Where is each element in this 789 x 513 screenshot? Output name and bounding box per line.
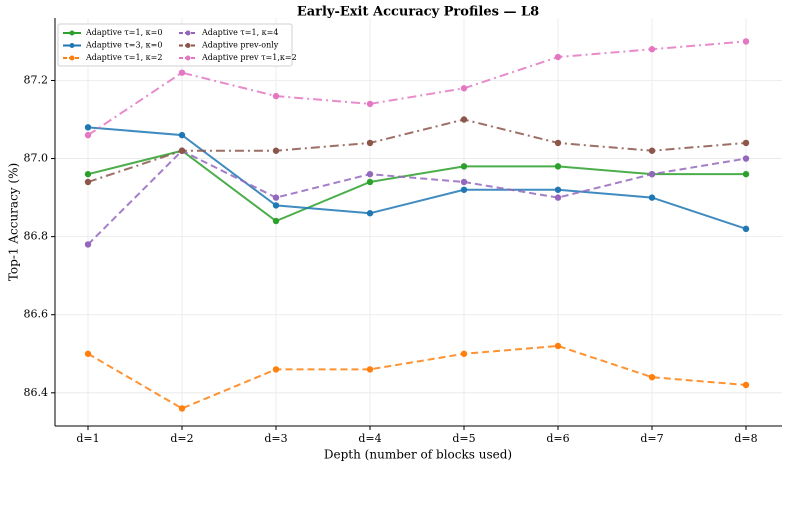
data-point <box>460 85 468 92</box>
data-point <box>366 170 374 178</box>
data-point <box>648 373 656 381</box>
data-point <box>366 178 374 186</box>
data-point <box>648 194 656 201</box>
data-point <box>84 124 92 131</box>
x-tick-label: d=2 <box>170 432 193 445</box>
legend-marker <box>69 30 75 36</box>
series-line <box>87 344 747 410</box>
data-point <box>742 155 750 162</box>
data-point <box>554 194 562 201</box>
data-point <box>554 186 562 193</box>
data-point <box>742 170 750 178</box>
data-point <box>272 194 280 201</box>
x-tick-label: d=6 <box>546 432 569 445</box>
x-tick-label: d=7 <box>640 432 663 445</box>
legend-label: Adaptive prev-only <box>201 41 279 50</box>
legend-marker <box>185 43 191 48</box>
data-point <box>554 342 562 350</box>
data-point <box>84 241 92 248</box>
y-tick-label: 86.6 <box>24 308 49 321</box>
data-point <box>178 405 186 412</box>
y-tick-label: 86.8 <box>24 230 49 243</box>
data-point <box>648 147 656 154</box>
data-point <box>272 366 280 373</box>
data-point <box>648 46 656 53</box>
data-point <box>272 217 280 225</box>
data-point <box>460 186 468 193</box>
series-line <box>87 118 747 183</box>
legend-label: Adaptive τ=1, κ=0 <box>85 28 162 37</box>
x-tick-label: d=4 <box>358 432 381 445</box>
legend-marker <box>69 55 75 61</box>
series-line <box>87 40 747 136</box>
data-point <box>366 100 374 108</box>
x-tick-label: d=3 <box>264 432 287 445</box>
data-point <box>84 170 92 178</box>
y-axis-label: Top-1 Accuracy (%) <box>7 163 21 281</box>
x-tick-label: d=8 <box>734 432 757 445</box>
data-point <box>742 38 750 45</box>
legend-box <box>57 23 293 67</box>
data-point <box>460 163 468 170</box>
legend-marker <box>185 30 191 36</box>
data-point <box>272 202 280 209</box>
data-point <box>84 350 92 357</box>
data-point <box>84 131 92 139</box>
y-tick-label: 87.2 <box>24 73 49 86</box>
data-point <box>742 381 750 389</box>
data-point <box>178 147 186 154</box>
legend-label: Adaptive τ=3, κ=0 <box>85 41 162 50</box>
data-point <box>460 350 468 357</box>
data-point <box>178 69 186 76</box>
x-tick-label: d=5 <box>452 432 475 445</box>
y-tick-label: 86.4 <box>24 386 49 399</box>
data-point <box>84 178 92 186</box>
x-tick-label: d=1 <box>76 432 99 445</box>
data-point <box>648 170 656 178</box>
data-point <box>742 139 750 147</box>
legend-marker <box>69 43 75 48</box>
data-point <box>554 139 562 147</box>
data-point <box>460 116 468 123</box>
series-line <box>87 126 747 230</box>
data-point <box>554 163 562 170</box>
x-axis-label: Depth (number of blocks used) <box>324 448 512 462</box>
data-point <box>272 147 280 154</box>
data-point <box>178 131 186 139</box>
legend-marker <box>185 55 191 61</box>
data-point <box>742 225 750 233</box>
data-point <box>272 92 280 100</box>
legend-label: Adaptive τ=1, κ=2 <box>85 53 162 62</box>
series-line <box>87 149 746 223</box>
data-point <box>366 366 374 373</box>
y-tick-label: 87.0 <box>24 152 49 165</box>
chart-title: Early-Exit Accuracy Profiles — L8 <box>297 5 539 20</box>
legend-label: Adaptive τ=1, κ=4 <box>201 28 278 37</box>
data-point <box>366 139 374 147</box>
legend-label: Adaptive prev τ=1,κ=2 <box>201 53 297 62</box>
data-point <box>460 178 468 186</box>
data-point <box>554 53 562 61</box>
data-point <box>366 210 374 217</box>
